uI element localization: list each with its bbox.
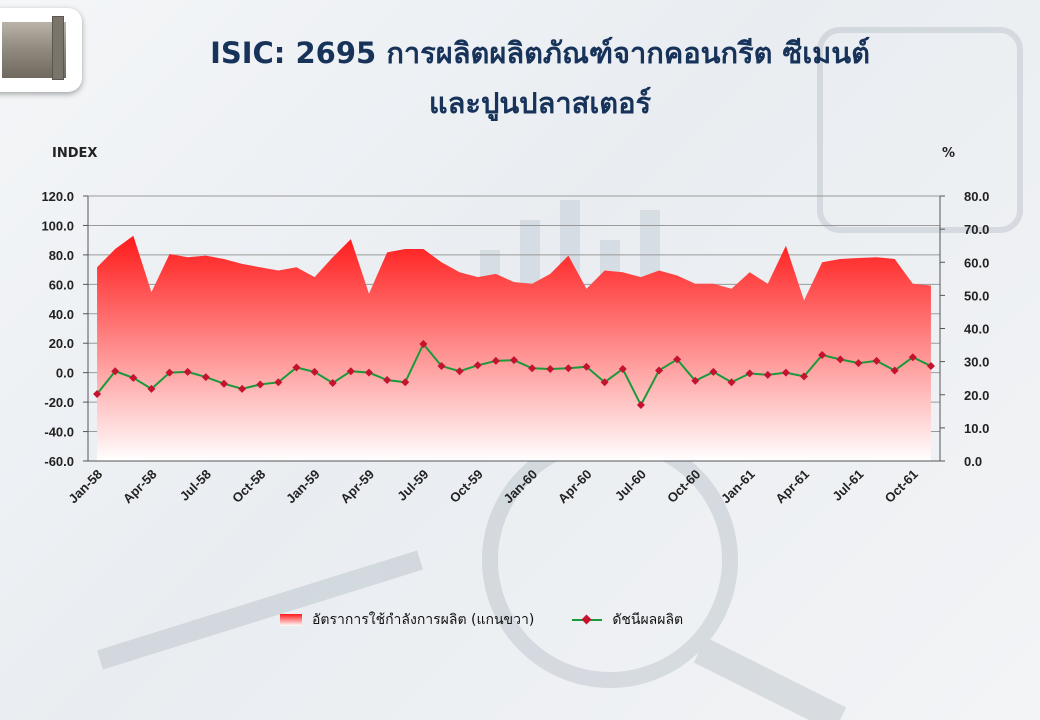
production-index-point (854, 359, 863, 368)
production-index-point (908, 353, 917, 362)
y-right-tick-label: 80.0 (964, 189, 989, 204)
left-axis-unit: INDEX (52, 146, 98, 161)
production-index-point (546, 364, 555, 373)
y-left-tick-label: 20.0 (49, 336, 74, 351)
y-left-tick-label: -20.0 (44, 395, 74, 410)
x-tick-label: Apr-58 (120, 467, 160, 507)
legend-line-label: ดัชนีผลผลิต (612, 612, 684, 628)
y-right-tick-label: 30.0 (964, 355, 989, 370)
production-index-point (401, 378, 410, 387)
x-tick-label: Jan-60 (501, 467, 541, 507)
production-index-point (183, 367, 192, 376)
production-index-point (383, 376, 392, 385)
production-index-point (111, 367, 120, 376)
production-index-point (709, 367, 718, 376)
production-index-point (836, 355, 845, 364)
production-index-point (727, 378, 736, 387)
production-index-point (274, 378, 283, 387)
production-index-point (655, 366, 664, 375)
production-index-point (818, 351, 827, 359)
production-index-point (781, 368, 790, 377)
chart: 120.0 100.0 80.0 60.0 40.0 20.0 0.0 -20.0 -40.0 -… (41, 189, 989, 507)
production-index-point (926, 362, 935, 371)
production-index-point (310, 367, 319, 376)
production-index-point (219, 379, 228, 388)
x-tick-label: Oct-59 (447, 467, 486, 506)
production-index-point (745, 369, 754, 378)
production-index-point (147, 384, 156, 393)
production-index-point (691, 376, 700, 385)
x-tick-label: Oct-58 (229, 467, 268, 506)
x-tick-label: Jul-60 (612, 467, 649, 504)
production-index-point (510, 356, 518, 365)
y-right-tick-label: 40.0 (964, 322, 989, 337)
y-left-tick-label: -60.0 (44, 454, 74, 469)
x-tick-label: Apr-60 (555, 467, 595, 507)
production-index-point (763, 370, 772, 379)
production-index-point (636, 401, 645, 410)
production-index-point (419, 339, 428, 348)
x-tick-label: Jul-58 (177, 467, 214, 504)
production-index-point (129, 373, 138, 382)
x-tick-label: Oct-60 (664, 467, 703, 506)
production-index-point (328, 378, 337, 387)
production-index-point (528, 364, 537, 373)
production-index-point (256, 380, 265, 389)
legend-line-swatch (572, 614, 603, 626)
production-index-point (473, 361, 482, 370)
x-tick-label: Oct-61 (882, 467, 921, 506)
production-index-point (618, 364, 627, 373)
production-index-point (364, 368, 373, 377)
production-index-point (238, 384, 247, 393)
page-title: ISIC: 2695 การผลิตผลิตภัณฑ์จากคอนกรีต ซี… (150, 28, 930, 128)
y-left-tick-label: 60.0 (49, 277, 74, 292)
right-axis-unit: % (942, 146, 956, 161)
concrete-wall-image (2, 16, 66, 80)
legend: อัตราการใช้กำลังการผลิต (แกนขวา) ดัชนีผล… (280, 609, 683, 631)
x-tick-label: Jan-58 (65, 467, 105, 507)
production-index-point (491, 356, 500, 365)
production-index-point (582, 362, 591, 371)
production-index-point (93, 390, 102, 399)
production-index-point (165, 368, 174, 377)
x-tick-label: Apr-61 (772, 467, 812, 507)
capacity-utilization-area (97, 235, 931, 461)
legend-area-swatch (280, 614, 302, 626)
production-index-point (872, 356, 881, 365)
production-index-point (201, 373, 210, 382)
y-left-tick-label: 120.0 (41, 189, 74, 204)
y-right-tick-label: 10.0 (964, 421, 989, 436)
y-left-tick-label: 0.0 (56, 366, 74, 381)
production-index-point (673, 355, 682, 364)
production-index-point (600, 378, 609, 387)
legend-area-label: อัตราการใช้กำลังการผลิต (แกนขวา) (312, 612, 535, 628)
product-thumbnail (0, 8, 82, 92)
y-left-tick-label: 40.0 (49, 307, 74, 322)
production-index-point (890, 366, 899, 375)
y-right-tick-label: 20.0 (964, 388, 989, 403)
y-left-tick-label: 100.0 (41, 218, 74, 233)
y-left-tick-label: -40.0 (44, 425, 74, 440)
x-tick-label: Apr-59 (337, 467, 377, 507)
production-index-point (346, 367, 355, 376)
y-right-tick-label: 60.0 (964, 255, 989, 270)
production-index-point (800, 372, 809, 381)
production-index-point (437, 362, 446, 371)
x-tick-label: Jul-61 (829, 467, 866, 504)
y-right-tick-label: 70.0 (964, 222, 989, 237)
title-line-2: และปูนปลาสเตอร์ (428, 86, 652, 120)
production-index-point (292, 363, 301, 372)
production-index-point (564, 364, 573, 373)
title-line-1: ISIC: 2695 การผลิตผลิตภัณฑ์จากคอนกรีต ซี… (210, 36, 870, 70)
x-tick-label: Jan-59 (283, 467, 323, 507)
y-right-tick-label: 0.0 (964, 454, 982, 469)
x-tick-label: Jul-59 (394, 467, 431, 504)
production-index-point (455, 367, 464, 376)
x-tick-label: Jan-61 (718, 467, 758, 507)
y-left-tick-label: 80.0 (49, 248, 74, 263)
y-right-tick-label: 50.0 (964, 288, 989, 303)
